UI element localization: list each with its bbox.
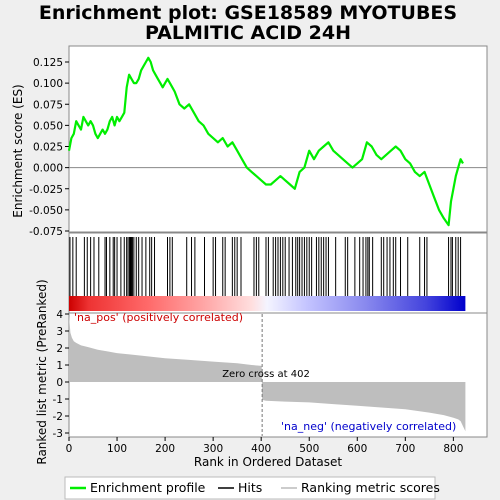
chart-subtitle: PALMITIC ACID 24H — [145, 22, 351, 44]
rank-ytick-label: -1 — [53, 394, 63, 406]
legend-ranking-label: Ranking metric scores — [301, 480, 440, 495]
rank-xtick-label: 700 — [395, 443, 415, 455]
rank-xtick-label: 300 — [203, 443, 223, 455]
es-ytick-label: 0.075 — [33, 99, 63, 111]
rank-xtick-label: 400 — [251, 443, 271, 455]
ranking-ylabel: Ranked list metric (PreRanked) — [35, 279, 49, 464]
rank-xtick-label: 200 — [155, 443, 175, 455]
rank-ytick-label: 3 — [56, 326, 63, 338]
rank-ytick-label: 2 — [56, 343, 63, 355]
ranking-color-bar — [69, 296, 466, 311]
legend-box — [64, 476, 436, 500]
rank-ytick-label: -2 — [53, 411, 63, 423]
es-layer: 0.125 0.100 0.075 0.050 0.025 0.000 -0.025 -0.0… — [29, 56, 487, 238]
legend: Enrichment profile Hits Ranking metric s… — [64, 476, 440, 500]
hits-layer — [69, 237, 466, 311]
enrichment-profile-line — [67, 56, 464, 227]
ranking-metric-area — [69, 315, 466, 432]
rank-xtick-label: 600 — [347, 443, 367, 455]
es-ytick-label: -0.050 — [29, 205, 63, 217]
es-ylabel: Enrichment score (ES) — [11, 84, 25, 217]
rank-ytick-label: 4 — [56, 309, 63, 321]
es-ytick-label: 0.100 — [33, 78, 63, 90]
es-ytick-label: -0.025 — [29, 184, 63, 196]
es-ytick-label: -0.075 — [29, 226, 63, 238]
es-ytick-label: 0.025 — [33, 142, 63, 154]
rank-xtick-label: 100 — [107, 443, 127, 455]
zero-cross-label: Zero cross at 402 — [222, 369, 310, 380]
ranking-xlabel: Rank in Ordered Dataset — [194, 455, 342, 469]
es-ytick-label: 0.125 — [33, 57, 63, 69]
rank-ytick-label: 1 — [56, 360, 63, 372]
es-ytick-label: 0.050 — [33, 120, 63, 132]
rank-ytick-label: 0 — [56, 377, 63, 389]
rank-xtick-label: 0 — [66, 443, 73, 455]
legend-hits-label: Hits — [238, 480, 262, 495]
chart-title: Enrichment plot: GSE18589 MYOTUBES — [39, 2, 457, 24]
neg-label: 'na_neg' (negatively correlated) — [281, 420, 456, 433]
legend-enrichment-label: Enrichment profile — [90, 480, 206, 495]
rank-xtick-label: 500 — [299, 443, 319, 455]
pos-label: 'na_pos' (positively correlated) — [74, 311, 243, 324]
es-panel — [68, 45, 488, 233]
rank-xtick-label: 800 — [443, 443, 463, 455]
es-ytick-label: 0.000 — [33, 163, 63, 175]
rank-ytick-label: -3 — [53, 428, 63, 440]
